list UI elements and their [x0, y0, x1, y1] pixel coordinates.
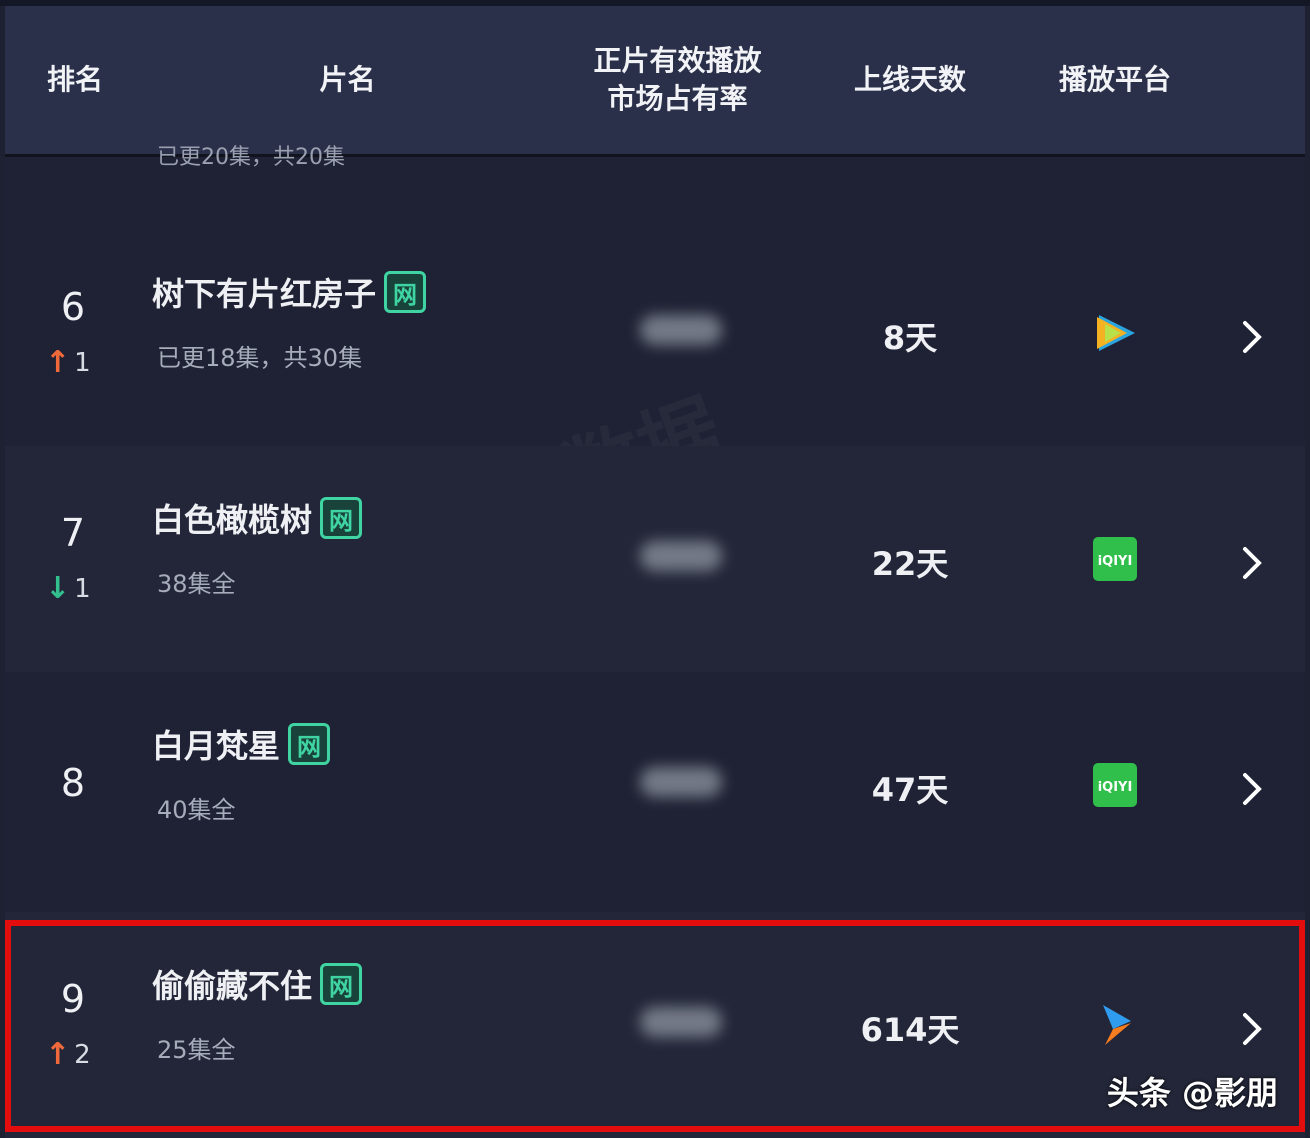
rank-change-value: 2: [74, 1039, 91, 1070]
show-title[interactable]: 白色橄榄树 网: [152, 495, 363, 541]
market-share-blurred: [640, 1007, 722, 1037]
market-share-blurred: [640, 541, 722, 571]
partial-row-subtitle: 已更20集，共20集: [157, 145, 345, 170]
tencent-video-icon[interactable]: [1091, 309, 1139, 357]
days-online: 22天: [871, 545, 949, 583]
header-title: 片名: [319, 63, 376, 96]
web-series-badge: 网: [320, 497, 363, 539]
episode-status: 38集全: [157, 570, 236, 598]
show-title-text: 白色橄榄树: [152, 501, 313, 539]
header-market-share: 正片有效播放 市场占有率: [593, 44, 762, 115]
show-title[interactable]: 白月梵星 网: [152, 721, 331, 767]
iqiyi-icon[interactable]: iQIYI: [1091, 535, 1139, 583]
days-online: 8天: [882, 319, 938, 357]
show-title-text: 偷偷藏不住: [152, 967, 313, 1005]
market-share-blurred: [640, 315, 722, 345]
days-online: 614天: [860, 1011, 960, 1049]
table-row[interactable]: 7 ↓ 1 白色橄榄树 网 38集全 22天 iQIYI: [5, 446, 1305, 672]
episode-status: 40集全: [157, 796, 236, 824]
rank-change: ↑ 2: [45, 1037, 115, 1072]
rank-change-value: 1: [74, 573, 91, 604]
arrow-down-icon: ↓: [45, 571, 71, 606]
show-title-text: 树下有片红房子: [152, 275, 377, 313]
chevron-right-icon[interactable]: [1237, 1009, 1267, 1049]
table-row[interactable]: 8 白月梵星 网 40集全 47天 iQIYI: [5, 672, 1305, 898]
web-series-badge: 网: [384, 271, 427, 313]
rank-number: 7: [60, 511, 86, 555]
rank-change: ↑ 1: [45, 345, 115, 380]
svg-text:iQIYI: iQIYI: [1098, 780, 1133, 795]
header-rank: 排名: [46, 63, 103, 96]
iqiyi-icon[interactable]: iQIYI: [1091, 761, 1139, 809]
rank-change-value: 1: [74, 347, 91, 378]
episode-status: 已更18集，共30集: [157, 344, 363, 372]
header-days: 上线天数: [853, 63, 966, 96]
footer-credit: 头条 @影朋: [1106, 1074, 1278, 1112]
chevron-right-icon[interactable]: [1237, 543, 1267, 583]
header-platform: 播放平台: [1058, 63, 1171, 96]
show-title[interactable]: 偷偷藏不住 网: [152, 961, 363, 1007]
table-header: 排名 片名 正片有效播放 市场占有率 上线天数 播放平台: [5, 6, 1305, 157]
rank-number: 6: [60, 285, 86, 329]
youku-icon[interactable]: [1091, 1001, 1139, 1049]
arrow-up-icon: ↑: [45, 345, 71, 380]
chevron-right-icon[interactable]: [1237, 769, 1267, 809]
rank-number: 8: [60, 761, 86, 805]
show-title[interactable]: 树下有片红房子 网: [152, 269, 427, 315]
days-online: 47天: [871, 771, 949, 809]
chevron-right-icon[interactable]: [1237, 317, 1267, 357]
web-series-badge: 网: [288, 723, 331, 765]
web-series-badge: 网: [320, 963, 363, 1005]
episode-status: 25集全: [157, 1036, 236, 1064]
highlight-box: [5, 920, 1305, 1132]
rank-change: ↓ 1: [45, 571, 115, 606]
svg-text:iQIYI: iQIYI: [1098, 554, 1133, 569]
show-title-text: 白月梵星: [152, 727, 281, 765]
table-row[interactable]: 9 ↑ 2 偷偷藏不住 网 25集全 614天: [5, 912, 1305, 1138]
top-strip: [0, 0, 1310, 6]
market-share-blurred: [640, 767, 722, 797]
ranking-list: 已更20集，共20集 云合数据 6 ↑ 1 树下有片红房子 网 已更18集，共3…: [5, 145, 1305, 1138]
arrow-up-icon: ↑: [45, 1037, 71, 1072]
rank-number: 9: [60, 977, 86, 1021]
table-row[interactable]: 6 ↑ 1 树下有片红房子 网 已更18集，共30集 8天: [5, 220, 1305, 446]
